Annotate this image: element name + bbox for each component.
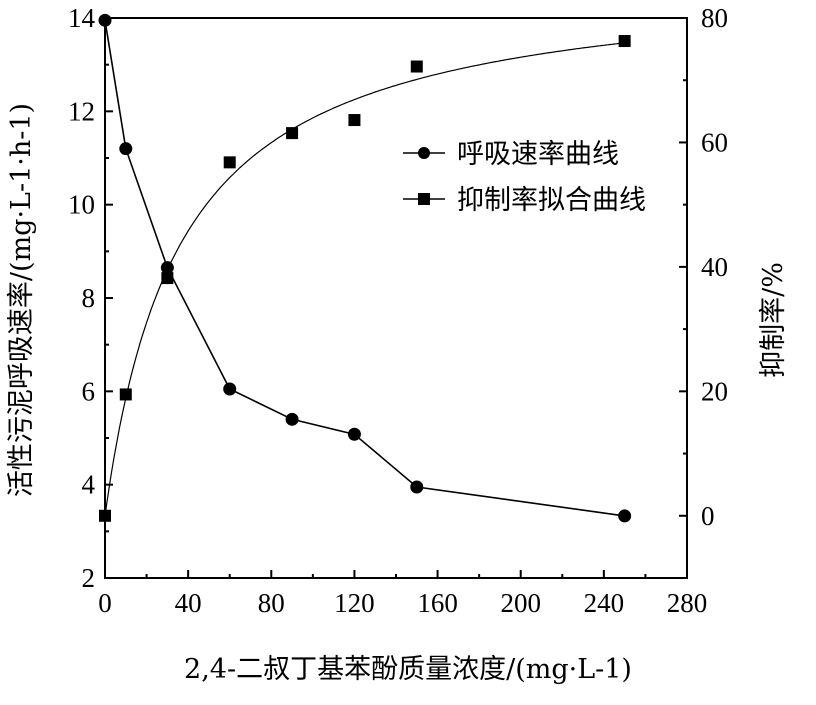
inhibition-point: [618, 35, 631, 48]
y-left-tick-label: 8: [82, 283, 96, 313]
x-tick-label: 200: [500, 588, 541, 618]
y-right-tick-label: 40: [701, 252, 728, 282]
respiration-point: [223, 382, 237, 396]
respiration-point: [285, 412, 299, 426]
y-left-tick-label: 4: [82, 470, 96, 500]
legend-label-respiration: 呼吸速率曲线: [457, 139, 619, 170]
y-right-tick-label: 0: [701, 501, 715, 531]
y-left-tick-label: 6: [82, 376, 96, 406]
x-tick-label: 120: [334, 588, 375, 618]
inhibition-point: [161, 272, 174, 285]
inhibition-point: [223, 156, 236, 169]
axis-ticks: [104, 17, 688, 579]
y-left-tick-label: 12: [68, 96, 95, 126]
y-axis-right-title: 抑制率/%: [758, 262, 789, 378]
inhibition-point: [99, 509, 111, 522]
y-axis-left-title: 活性污泥呼吸速率/(mg·L-1·h-1): [6, 103, 37, 497]
inhibition-point: [348, 114, 361, 127]
legend: 呼吸速率曲线 抑制率拟合曲线: [403, 139, 646, 216]
legend-marker-circle: [418, 147, 430, 159]
x-tick-label: 40: [175, 588, 202, 618]
polyline-layer: [104, 20, 625, 517]
respiration-point: [347, 427, 361, 441]
respiration-point: [410, 480, 424, 494]
x-tick-label: 280: [667, 588, 708, 618]
respiration-point: [160, 261, 174, 275]
legend-label-inhibition: 抑制率拟合曲线: [457, 185, 646, 216]
y-left-tick-label: 2: [82, 563, 96, 593]
plot-frame: [104, 17, 688, 579]
y-right-tick-label: 20: [701, 376, 728, 406]
axis-tick-labels: 0 40 80 120 160 200 240 280 2 4 6 8 10 12 14 0 20 40 60 80: [68, 3, 728, 618]
marker-layer: [98, 13, 632, 523]
inhibition-fit-curve: [104, 42, 625, 516]
x-axis-title: 2,4-二叔丁基苯酚质量浓度/(mg·L-1): [184, 654, 632, 685]
legend-marker-square: [418, 193, 430, 205]
respiration-point: [618, 509, 632, 523]
respiration-point: [98, 13, 112, 27]
respiration-point: [119, 142, 133, 156]
inhibition-point: [119, 388, 132, 401]
y-left-tick-label: 14: [68, 3, 96, 33]
inhibition-point: [286, 127, 299, 140]
x-tick-label: 0: [98, 588, 112, 618]
respiration-line: [104, 20, 625, 517]
y-left-tick-label: 10: [68, 190, 95, 220]
fitted-curve-layer: [104, 42, 625, 516]
x-tick-label: 160: [417, 588, 458, 618]
x-tick-label: 80: [258, 588, 285, 618]
y-right-tick-label: 60: [701, 127, 728, 157]
x-tick-label: 240: [584, 588, 625, 618]
y-right-tick-label: 80: [701, 3, 728, 33]
inhibition-point: [410, 60, 423, 73]
